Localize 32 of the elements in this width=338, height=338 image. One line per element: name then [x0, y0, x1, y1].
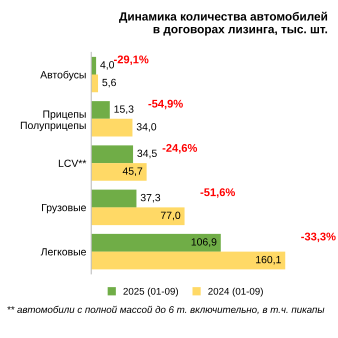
data-label: 45,7: [122, 167, 142, 176]
data-label: 34,5: [137, 150, 157, 158]
y-tick-label: Автобусы: [40, 70, 86, 81]
data-label: 4,0: [100, 61, 114, 70]
data-label: 160,1: [256, 256, 281, 265]
text: ** автомобили с полной массой до 6 т. включительно, в т.ч. пикапы: [7, 306, 324, 314]
y-tick-label: Прицепы Полуприцепы: [20, 110, 86, 132]
data-label: 77,0: [160, 212, 180, 220]
y-tick-label: Легковые: [40, 248, 86, 256]
bar: [91, 145, 134, 164]
data-label: 106,9: [192, 238, 216, 247]
legend-label: 2025 (01-09): [123, 288, 178, 297]
text: -33,3%: [301, 232, 336, 242]
annotation: -29,1%: [114, 55, 148, 65]
data-label: 34,0: [136, 123, 156, 132]
bar: [91, 118, 132, 137]
annotation: -54,9%: [148, 100, 183, 110]
data-label: 37,3: [140, 194, 160, 203]
data-label: 5,6: [102, 78, 116, 88]
data-label: 15,3: [114, 105, 134, 114]
bar: [91, 190, 136, 208]
annotation: -51,6%: [200, 188, 235, 198]
bar: [91, 234, 221, 252]
y-tick-label: LCV**: [58, 160, 86, 167]
annotation: -24,6%: [162, 144, 198, 154]
y-tick-label: Грузовые: [42, 204, 86, 214]
bar: [91, 252, 286, 270]
chart-title: Динамика количества автомобилей в договорах лизинга, тыс. шт.: [119, 12, 328, 36]
bar: [91, 207, 185, 226]
bar: [91, 101, 110, 119]
legend-label: 2024 (01-09): [208, 288, 263, 297]
bar: [91, 163, 147, 181]
